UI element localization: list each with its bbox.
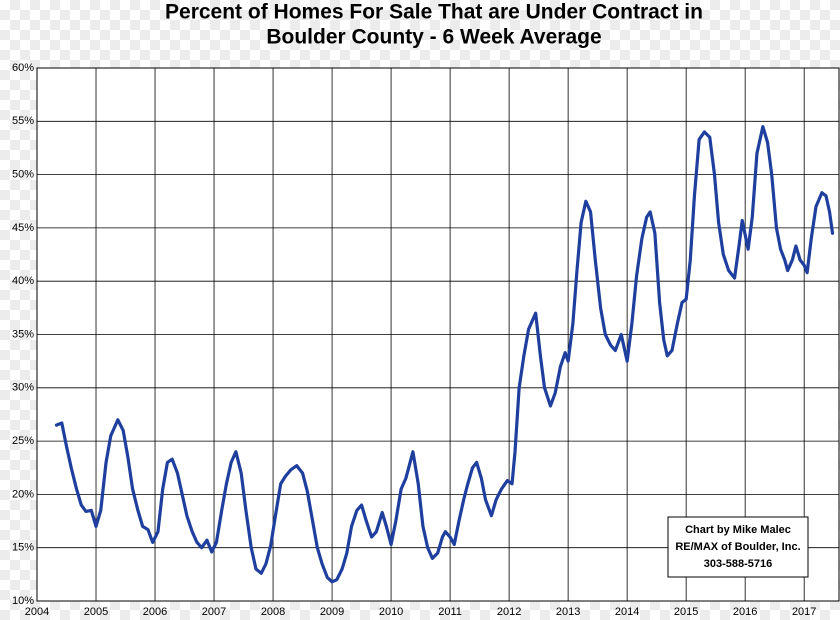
x-tick-label: 2011: [438, 606, 462, 618]
y-tick-label: 10%: [12, 595, 34, 607]
annotation-line: RE/MAX of Boulder, Inc.: [675, 541, 800, 553]
x-tick-label: 2016: [733, 606, 757, 618]
x-tick-label: 2007: [202, 606, 226, 618]
annotation-box: [667, 516, 809, 578]
y-tick-label: 15%: [12, 542, 34, 554]
x-tick-label: 2008: [261, 606, 285, 618]
y-tick-label: 45%: [12, 222, 34, 234]
annotation-line: Chart by Mike Malec: [685, 524, 791, 536]
x-tick-label: 2010: [379, 606, 403, 618]
x-tick-label: 2012: [497, 606, 521, 618]
x-tick-label: 2017: [792, 606, 816, 618]
annotation-line: 303-588-5716: [704, 558, 773, 570]
x-tick-label: 2015: [674, 606, 698, 618]
x-tick-label: 2004: [25, 606, 49, 618]
y-tick-label: 50%: [12, 169, 34, 181]
x-tick-label: 2014: [615, 606, 639, 618]
y-tick-label: 30%: [12, 382, 34, 394]
data-line: [54, 125, 835, 584]
chart-title-line-2: Boulder County - 6 Week Average: [266, 26, 601, 49]
y-tick-label: 40%: [12, 275, 34, 287]
x-tick-label: 2006: [143, 606, 167, 618]
x-tick-label: 2009: [320, 606, 344, 618]
y-tick-label: 55%: [12, 115, 34, 127]
plot-frame: [36, 67, 840, 602]
chart-title-line-1: Percent of Homes For Sale That are Under…: [165, 1, 703, 24]
y-tick-label: 20%: [12, 488, 34, 500]
lines: [54, 125, 835, 584]
y-tick-label: 25%: [12, 435, 34, 447]
y-tick-label: 35%: [12, 328, 34, 340]
y-tick-label: 60%: [12, 62, 34, 74]
x-tick-label: 2013: [556, 606, 580, 618]
x-tick-label: 2005: [84, 606, 108, 618]
